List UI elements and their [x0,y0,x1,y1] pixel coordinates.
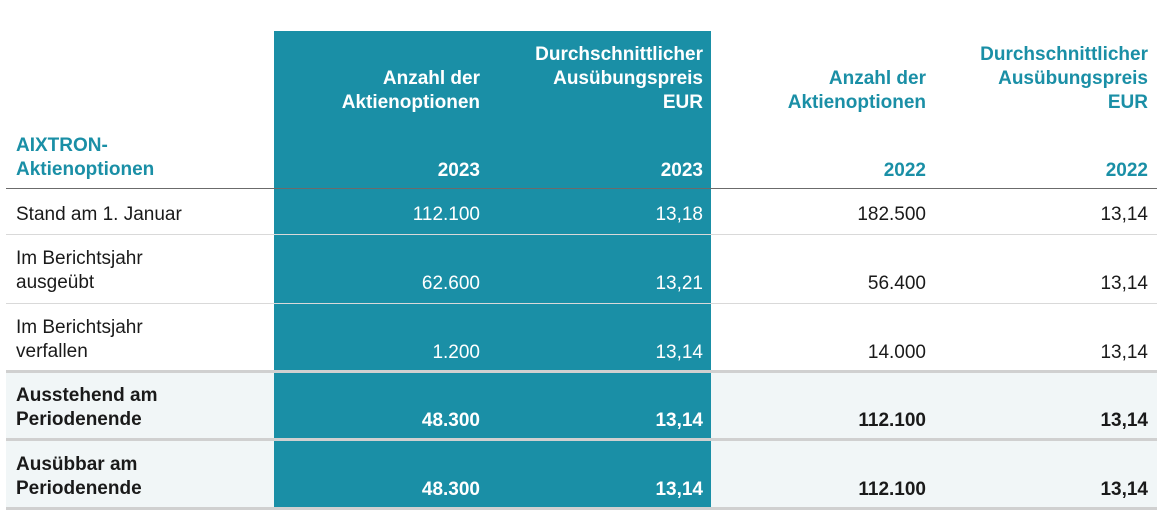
col-header-count-2023: Anzahl der Aktienoptionen [274,67,480,115]
col3-header-line2: Aktienoptionen [787,92,926,113]
col-header-count-2022: Anzahl der Aktienoptionen [711,67,926,115]
cell-price-2023: 13,14 [655,479,703,500]
row-label-line2: verfallen [16,341,88,362]
col2-header-line2: Ausübungspreis [553,68,703,89]
cell-count-2023: 112.100 [412,204,480,225]
row-header-line1: AIXTRON- [16,135,108,156]
row-label: Ausübbar am Periodenende [16,453,271,501]
col-header-year-2023-count: 2023 [437,160,480,181]
col4-header-line2: Ausübungspreis [998,68,1148,89]
table-bottom-rule [6,507,1157,510]
row-label: Ausstehend am Periodenende [16,384,271,432]
row-divider [6,234,1157,235]
row-divider [6,303,1157,304]
header-divider [6,188,1157,189]
cell-count-2022: 112.100 [858,410,926,431]
row-divider-strong [6,370,1157,373]
cell-price-2023: 13,14 [655,342,703,363]
cell-price-2023: 13,21 [655,273,703,294]
row-label: Stand am 1. Januar [16,204,182,225]
col4-header-line3: EUR [1107,92,1148,113]
row-label: Im Berichtsjahr ausgeübt [16,247,271,295]
cell-count-2023: 1.200 [432,342,480,363]
row-label-line1: Ausübbar am [16,454,138,475]
cell-price-2022: 13,14 [1100,204,1148,225]
col1-header-line2: Aktienoptionen [341,92,480,113]
cell-price-2023: 13,18 [655,204,703,225]
row-label: Im Berichtsjahr verfallen [16,316,271,364]
col1-header-line1: Anzahl der [382,68,480,89]
row-label-line1: Im Berichtsjahr [16,317,143,338]
cell-count-2022: 14.000 [867,342,926,363]
cell-price-2022: 13,14 [1100,342,1148,363]
cell-price-2022: 13,14 [1100,273,1148,294]
col3-header-line1: Anzahl der [828,68,926,89]
cell-price-2022: 13,14 [1100,410,1148,431]
col-header-price-2023: Durchschnittlicher Ausübungspreis EUR [480,43,703,115]
highlight-band-2023 [274,31,711,509]
row-label-line1: Im Berichtsjahr [16,248,143,269]
col-header-price-2022: Durchschnittlicher Ausübungspreis EUR [926,43,1148,115]
row-header-label: AIXTRON- Aktienoptionen [16,134,266,182]
row-divider-strong [6,438,1157,441]
row-label-line1: Ausstehend am [16,385,158,406]
col2-header-line1: Durchschnittlicher [535,44,703,65]
row-label-line2: Periodenende [16,478,142,499]
row-label-line2: ausgeübt [16,272,95,293]
cell-count-2022: 112.100 [858,479,926,500]
col2-header-line3: EUR [662,92,703,113]
row-label-line2: Periodenende [16,409,142,430]
col4-header-line1: Durchschnittlicher [980,44,1148,65]
col-header-year-2022-price: 2022 [1105,160,1148,181]
cell-count-2022: 56.400 [867,273,926,294]
cell-count-2023: 62.600 [421,273,480,294]
cell-price-2022: 13,14 [1100,479,1148,500]
cell-count-2022: 182.500 [857,204,926,225]
col-header-year-2023-price: 2023 [660,160,703,181]
col-header-year-2022-count: 2022 [883,160,926,181]
cell-count-2023: 48.300 [421,479,480,500]
cell-count-2023: 48.300 [421,410,480,431]
cell-price-2023: 13,14 [655,410,703,431]
row-header-line2: Aktienoptionen [16,159,155,180]
